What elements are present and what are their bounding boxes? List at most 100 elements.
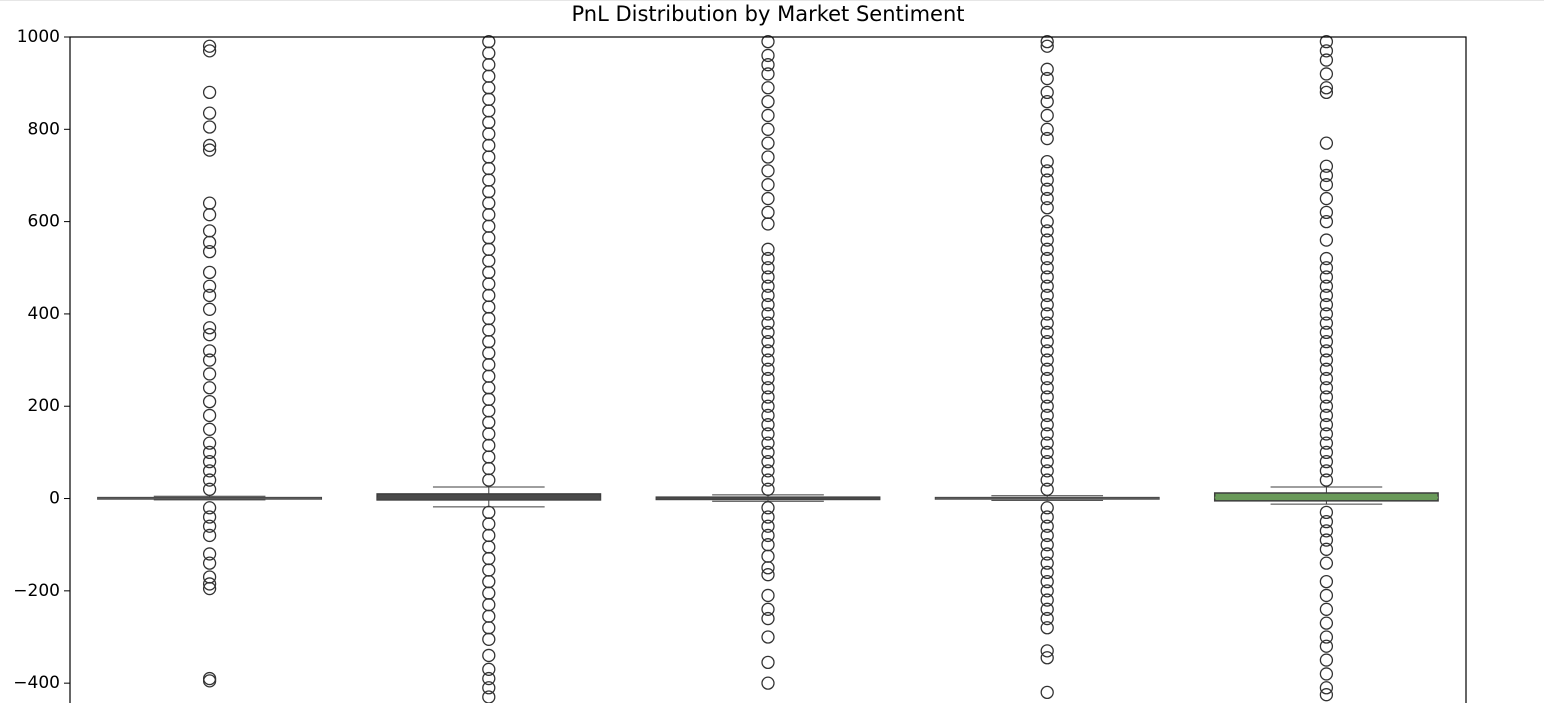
outlier: [202, 279, 217, 293]
y-tick-label: 1000: [17, 27, 60, 47]
outlier: [202, 39, 217, 53]
outlier: [202, 408, 217, 423]
outlier: [761, 676, 775, 690]
y-tick-label: 200: [28, 396, 60, 416]
outlier: [761, 399, 775, 413]
outlier: [1040, 34, 1054, 49]
outlier: [1319, 542, 1334, 556]
outlier: [761, 427, 775, 441]
outlier: [761, 164, 775, 178]
outlier: [1040, 334, 1054, 349]
outlier: [1040, 182, 1054, 196]
outlier: [761, 408, 775, 423]
outlier: [1319, 445, 1334, 460]
outlier: [482, 231, 496, 245]
y-tick-label: −400: [13, 673, 60, 693]
outlier: [761, 371, 775, 386]
outlier: [1319, 67, 1334, 81]
outlier: [761, 136, 775, 150]
outlier: [761, 362, 775, 376]
outlier: [482, 621, 496, 635]
outlier: [482, 528, 496, 543]
outlier: [761, 381, 775, 395]
y-tick-label: 800: [28, 119, 60, 139]
outlier: [482, 473, 496, 487]
outlier: [202, 196, 217, 210]
outlier: [1319, 616, 1334, 630]
outlier: [202, 328, 217, 342]
outlier: [1319, 418, 1334, 432]
outlier: [202, 464, 217, 478]
outlier: [1319, 34, 1334, 49]
outlier: [1319, 556, 1334, 570]
outlier: [1319, 44, 1334, 58]
outlier: [1040, 547, 1054, 561]
outlier: [482, 208, 496, 222]
outlier: [761, 178, 775, 192]
outlier: [1040, 519, 1054, 533]
outlier: [482, 609, 496, 623]
outlier: [482, 671, 496, 686]
outlier: [761, 122, 775, 136]
outlier: [1319, 344, 1334, 358]
outlier: [1319, 524, 1334, 538]
outlier: [202, 208, 217, 222]
outlier: [1319, 298, 1334, 312]
outlier: [761, 528, 775, 543]
outlier: [1040, 538, 1054, 552]
outlier: [1040, 418, 1054, 432]
outlier: [761, 568, 775, 582]
outlier: [202, 547, 217, 561]
outlier: [482, 196, 496, 210]
outlier: [1040, 325, 1054, 340]
outlier: [1319, 574, 1334, 589]
outlier: [761, 436, 775, 450]
outlier: [202, 422, 217, 436]
outlier: [482, 563, 496, 577]
outlier: [1319, 251, 1334, 266]
outlier: [482, 690, 496, 703]
outlier: [1319, 371, 1334, 386]
outlier: [202, 302, 217, 316]
outlier: [482, 254, 496, 268]
outlier: [1319, 630, 1334, 644]
outlier: [1040, 251, 1054, 266]
outlier: [482, 138, 496, 153]
outlier: [482, 392, 496, 406]
outlier: [1040, 270, 1054, 284]
outlier: [482, 681, 496, 695]
y-tick-label: −200: [13, 581, 60, 601]
outlier: [202, 235, 217, 250]
outlier: [1319, 214, 1334, 229]
outlier: [1319, 653, 1334, 667]
outlier: [482, 358, 496, 372]
outlier: [1040, 685, 1054, 700]
outlier: [482, 150, 496, 164]
outlier: [1040, 408, 1054, 423]
outlier: [1319, 639, 1334, 653]
outlier: [1319, 316, 1334, 330]
outlier: [1040, 574, 1054, 589]
outlier: [761, 261, 775, 275]
outlier: [1319, 159, 1334, 173]
outlier: [202, 143, 217, 157]
outlier: [1319, 279, 1334, 293]
outlier: [1040, 85, 1054, 100]
outlier: [761, 519, 775, 533]
outlier: [1040, 501, 1054, 515]
outlier: [202, 85, 217, 100]
outlier: [482, 277, 496, 291]
outlier: [761, 482, 775, 496]
outlier: [1319, 362, 1334, 376]
outlier: [202, 577, 217, 591]
outlier: [1040, 510, 1054, 524]
outlier: [1040, 565, 1054, 580]
outlier: [1040, 427, 1054, 441]
outlier: [482, 69, 496, 83]
outlier: [761, 353, 775, 367]
outlier: [1040, 307, 1054, 321]
outlier: [761, 464, 775, 478]
outlier: [761, 473, 775, 487]
outlier: [1040, 584, 1054, 598]
